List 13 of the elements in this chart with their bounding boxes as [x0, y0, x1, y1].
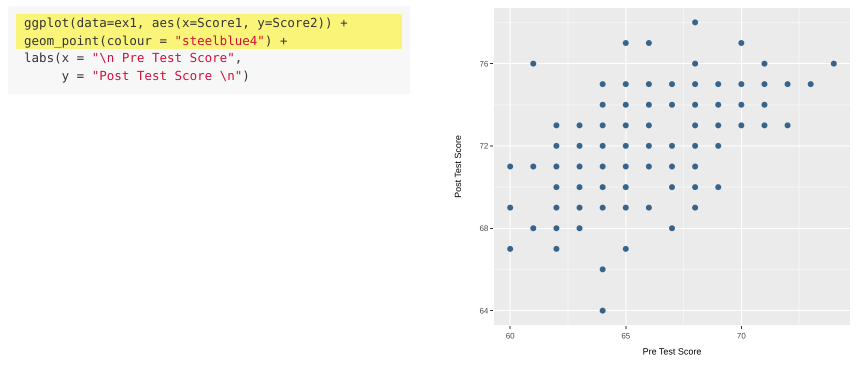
text: labs(x = "\n Pre Test Score", — [24, 50, 242, 65]
y-tick-label: 72 — [479, 142, 489, 151]
y-tick-label: 64 — [479, 306, 489, 316]
x-tick-label: 60 — [506, 332, 516, 341]
y-tick-label: 76 — [479, 59, 489, 68]
x-axis-title: Pre Test Score — [642, 346, 702, 356]
text: geom_point(colour = "steelblue4") + — [24, 32, 288, 48]
x-tick-label: 65 — [621, 332, 631, 341]
y-tick-label: 68 — [479, 224, 489, 234]
y-axis-title: Post Test Score — [452, 135, 463, 198]
text: ggplot(data=ex1, aes(x=Score1, y=Score2)) + — [24, 15, 348, 30]
text: y = "Post Test Score \n") — [60, 68, 250, 82]
x-tick-label: 70 — [736, 332, 746, 341]
